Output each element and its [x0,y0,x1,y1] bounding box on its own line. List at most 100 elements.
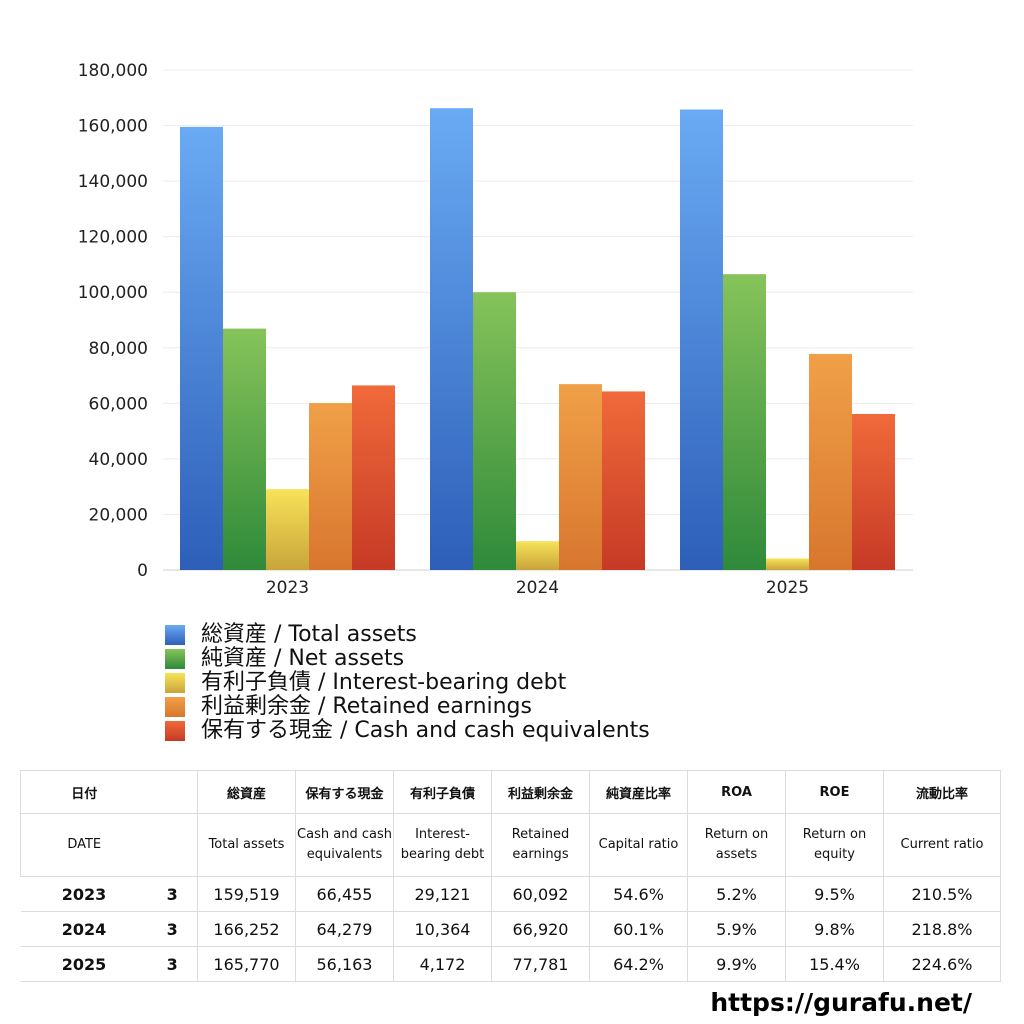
y-tick-label: 0 [137,561,148,581]
header-date-jp: 日付 [20,770,148,814]
cell-capital-ratio: 64.2% [589,946,688,982]
cell-roa: 5.9% [687,911,786,947]
legend-swatch-retained-earnings [165,697,185,717]
legend-item-interest-bearing-debt: 有利子負債 / Interest-bearing debt [165,671,650,695]
x-tick-label: 2025 [766,578,809,598]
cell-cash: 56,163 [295,946,394,982]
header-cash-en: Cash and cash equivalents [295,813,394,877]
legend-label-total-assets: 総資産 / Total assets [201,622,417,647]
cell-debt: 29,121 [393,876,492,912]
y-tick-label: 160,000 [78,117,148,137]
bar-chart: 0 20,000 40,000 60,000 80,000 100,000 120,000 1… [78,61,913,598]
header-roa-en: Return on assets [687,813,786,877]
table-row: 2023 3 159,519 66,455 29,121 60,092 54.6… [20,876,1001,912]
y-tick-label: 20,000 [89,505,148,525]
cell-retained: 77,781 [491,946,590,982]
header-cash-jp: 保有する現金 [295,770,394,814]
row-year: 2025 [20,946,148,982]
bar-2024-series-4 [602,391,645,570]
header-blank [147,770,198,814]
y-tick-label: 120,000 [78,228,148,248]
table-row: 2025 3 165,770 56,163 4,172 77,781 64.2%… [20,946,1001,982]
legend-item-cash: 保有する現金 / Cash and cash equivalents [165,719,650,743]
y-tick-label: 140,000 [78,172,148,192]
bar-2025-series-1 [723,274,766,570]
legend-swatch-interest-bearing-debt [165,673,185,693]
cell-current-ratio: 218.8% [883,911,1001,947]
header-roa-jp: ROA [687,770,786,814]
bar-2024-series-3 [559,384,602,570]
cell-roe: 15.4% [785,946,884,982]
cell-cash: 66,455 [295,876,394,912]
cell-cash: 64,279 [295,911,394,947]
bar-2023-series-4 [352,385,395,570]
bar-2025-series-3 [809,353,852,570]
header-retained-en: Retained earnings [491,813,590,877]
cell-roe: 9.5% [785,876,884,912]
bar-2024-series-1 [473,292,516,570]
header-retained-jp: 利益剰余金 [491,770,590,814]
header-debt-en: Interest-bearing debt [393,813,492,877]
financial-table: 日付 総資産 保有する現金 有利子負債 利益剰余金 純資産比率 ROA ROE … [20,770,1001,982]
legend-item-net-assets: 純資産 / Net assets [165,647,650,671]
cell-total-assets: 165,770 [197,946,296,982]
row-month: 3 [147,946,198,982]
header-current-ratio-en: Current ratio [883,813,1001,877]
y-tick-label: 40,000 [89,450,148,470]
row-month: 3 [147,911,198,947]
row-year: 2024 [20,911,148,947]
legend-label-cash: 保有する現金 / Cash and cash equivalents [201,718,650,743]
cell-roa: 5.2% [687,876,786,912]
cell-debt: 4,172 [393,946,492,982]
bars [180,108,895,571]
legend-swatch-total-assets [165,625,185,645]
bar-2023-series-2 [266,489,309,570]
header-roe-jp: ROE [785,770,884,814]
cell-roa: 9.9% [687,946,786,982]
header-capital-ratio-jp: 純資産比率 [589,770,688,814]
legend: 総資産 / Total assets 純資産 / Net assets 有利子負… [165,623,650,743]
cell-capital-ratio: 60.1% [589,911,688,947]
cell-debt: 10,364 [393,911,492,947]
header-date-en: DATE [20,813,148,877]
y-tick-label: 100,000 [78,283,148,303]
row-month: 3 [147,876,198,912]
cell-current-ratio: 210.5% [883,876,1001,912]
cell-total-assets: 159,519 [197,876,296,912]
y-axis-ticks: 0 20,000 40,000 60,000 80,000 100,000 120,000 1… [78,61,148,581]
legend-item-retained-earnings: 利益剰余金 / Retained earnings [165,695,650,719]
legend-swatch-net-assets [165,649,185,669]
site-url[interactable]: https://gurafu.net/ [710,988,972,1017]
cell-retained: 66,920 [491,911,590,947]
y-tick-label: 60,000 [89,394,148,414]
x-tick-label: 2023 [266,578,309,598]
header-capital-ratio-en: Capital ratio [589,813,688,877]
legend-swatch-cash [165,721,185,741]
header-total-assets-jp: 総資産 [197,770,296,814]
x-tick-label: 2024 [516,578,559,598]
header-total-assets-en: Total assets [197,813,296,877]
legend-label-net-assets: 純資産 / Net assets [201,646,405,671]
header-roe-en: Return on equity [785,813,884,877]
bar-2023-series-0 [180,126,223,571]
legend-label-interest-bearing-debt: 有利子負債 / Interest-bearing debt [201,670,567,695]
legend-label-retained-earnings: 利益剰余金 / Retained earnings [201,694,532,719]
cell-retained: 60,092 [491,876,590,912]
bar-2023-series-3 [309,403,352,570]
bar-2024-series-0 [430,108,473,570]
table-row: 2024 3 166,252 64,279 10,364 66,920 60.1… [20,911,1001,947]
row-year: 2023 [20,876,148,912]
bar-2024-series-2 [516,541,559,570]
header-debt-jp: 有利子負債 [393,770,492,814]
table-header-jp: 日付 総資産 保有する現金 有利子負債 利益剰余金 純資産比率 ROA ROE … [20,770,1001,814]
bar-2025-series-2 [766,558,809,570]
bar-2025-series-4 [852,413,895,570]
bar-2023-series-1 [223,328,266,570]
x-axis-ticks: 2023 2024 2025 [266,578,809,598]
cell-roe: 9.8% [785,911,884,947]
legend-item-total-assets: 総資産 / Total assets [165,623,650,647]
y-tick-label: 180,000 [78,61,148,81]
cell-current-ratio: 224.6% [883,946,1001,982]
y-tick-label: 80,000 [89,339,148,359]
header-current-ratio-jp: 流動比率 [883,770,1001,814]
